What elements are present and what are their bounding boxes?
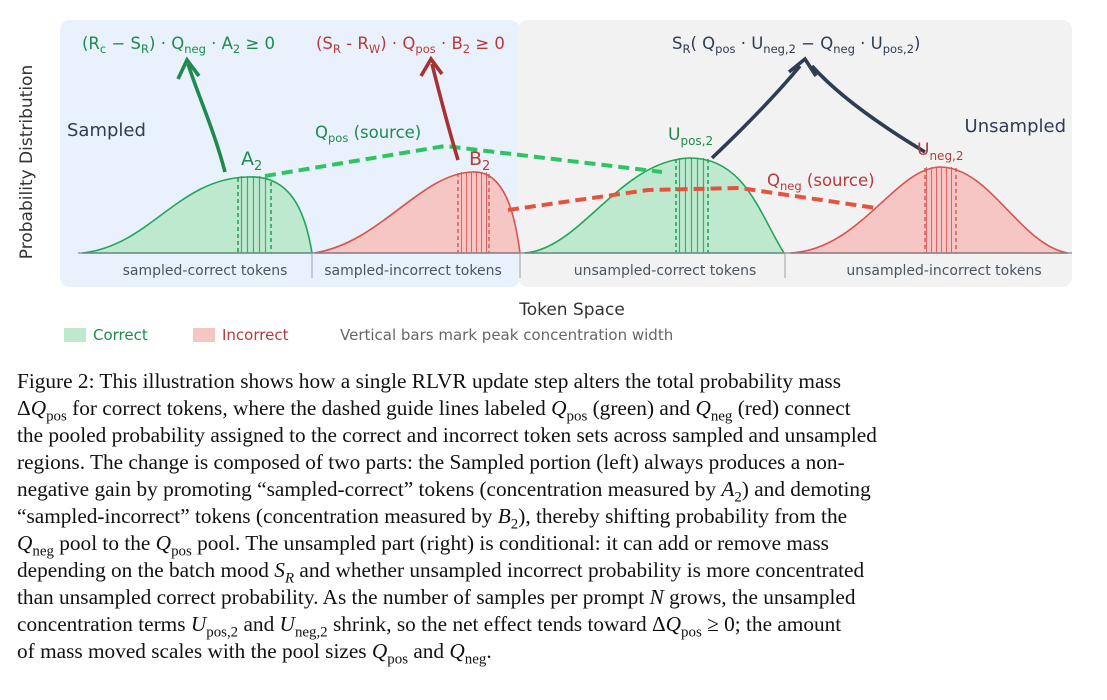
figure-diagram: Probability Distribution (Rc − SR) · Qne… [17, 20, 1072, 344]
label-qneg-source: Qneg (source) [767, 171, 875, 193]
caption-line-5: negative gain by promoting “sampled-corr… [17, 477, 871, 506]
arrow-a2-to-formula [186, 63, 227, 173]
arrow-upos2-to-formula [710, 64, 802, 160]
label-a2: A2 [241, 148, 262, 174]
caption-line-11: of mass moved scales with the pool sizes… [17, 639, 492, 668]
caption-line-7: Qneg pool to the Qpos pool. The unsample… [17, 531, 829, 560]
peak-bars-b2 [458, 172, 489, 253]
caption-line-2: ΔQpos for correct tokens, where the dash… [17, 396, 851, 425]
legend-incorrect-swatch [193, 328, 215, 342]
peak-bars-a2 [238, 176, 271, 253]
segment-unsampled-correct: unsampled-correct tokens [574, 263, 757, 279]
caption-line-4: regions. The change is composed of two p… [17, 450, 845, 474]
curve-sampled-correct [81, 176, 313, 254]
sampled-label: Sampled [67, 120, 146, 141]
label-qpos-source: Qpos (source) [315, 123, 421, 145]
y-axis-label: Probability Distribution [17, 65, 37, 259]
legend-incorrect-label: Incorrect [222, 326, 289, 344]
x-axis-label: Token Space [518, 300, 625, 320]
caption-line-1: Figure 2: This illustration shows how a … [17, 369, 841, 393]
peak-bars-uneg2 [925, 167, 956, 253]
qpos-guide-line [264, 143, 663, 178]
curve-unsampled-correct [523, 157, 786, 254]
caption-line-6: “sampled-incorrect” tokens (concentratio… [17, 504, 848, 533]
formula-right: SR( Qpos · Uneg,2 − Qneg · Upos,2) [672, 34, 920, 56]
formula-middle: (SR - RW) · Qpos · B2 ≥ 0 [316, 34, 505, 56]
arrow-uneg2-to-formula [810, 64, 926, 154]
qneg-guide-line [507, 185, 877, 212]
label-uneg2: Uneg,2 [917, 140, 964, 163]
caption-line-10: concentration terms Upos,2 and Uneg,2 sh… [17, 612, 842, 641]
unsampled-label: Unsampled [965, 116, 1066, 137]
peak-bars-upos2 [676, 158, 708, 253]
arrow-b2-to-formula [430, 63, 460, 161]
legend-correct-swatch [64, 328, 86, 342]
caption-line-9: than unsampled correct probability. As t… [17, 585, 856, 609]
segment-sampled-correct: sampled-correct tokens [123, 263, 288, 279]
segment-unsampled-incorrect: unsampled-incorrect tokens [846, 263, 1041, 279]
caption-line-8: depending on the batch mood SR and wheth… [17, 558, 865, 587]
curve-unsampled-incorrect [789, 166, 1069, 254]
label-b2: B2 [469, 148, 490, 174]
legend-correct-label: Correct [93, 326, 148, 344]
label-upos2: Upos,2 [668, 125, 713, 148]
segment-sampled-incorrect: sampled-incorrect tokens [324, 263, 502, 279]
formula-left: (Rc − SR) · Qneg · A2 ≥ 0 [82, 34, 275, 56]
figure-caption: Figure 2: This illustration shows how a … [17, 368, 1091, 668]
curve-sampled-incorrect [313, 171, 521, 254]
caption-line-3: the pooled probability assigned to the c… [17, 423, 877, 447]
legend-note: Vertical bars mark peak concentration wi… [340, 326, 673, 344]
